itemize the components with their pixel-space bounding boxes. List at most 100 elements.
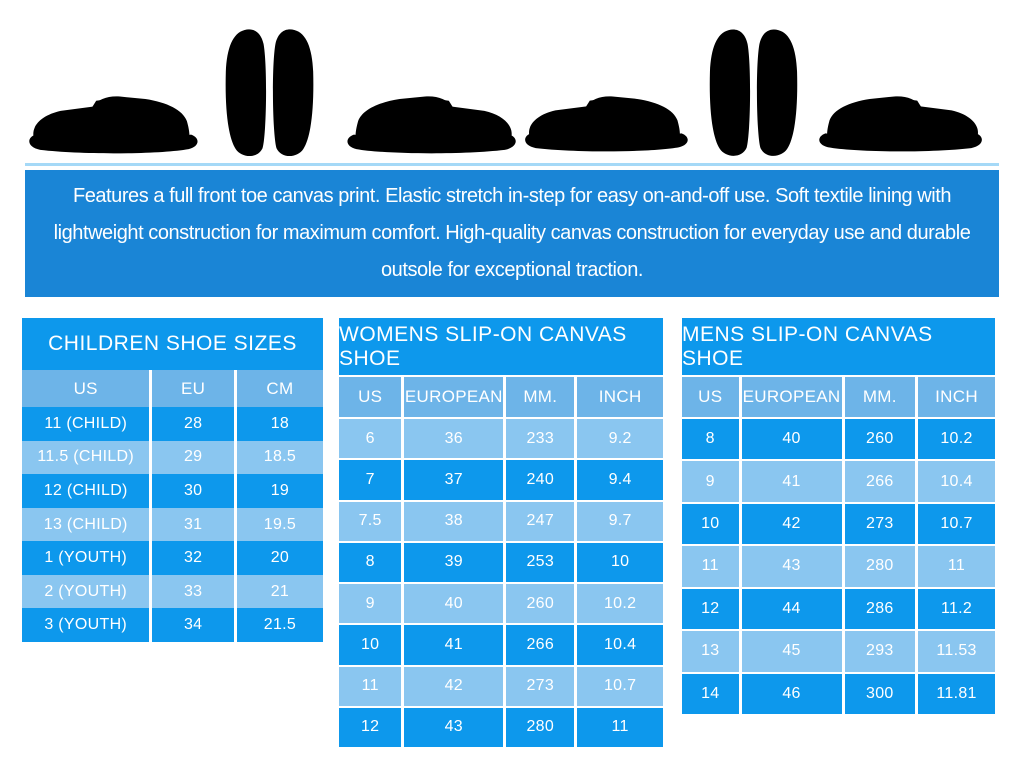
- table-cell: 13 (CHILD): [22, 507, 150, 542]
- table-cell: 11: [918, 546, 995, 587]
- table-row: 3 (YOUTH) 34 21.5: [22, 608, 323, 643]
- table-cell: 7: [339, 460, 402, 500]
- table-cell: 1 (YOUTH): [22, 541, 150, 575]
- table-row: 9 40 260 10.2: [339, 584, 663, 624]
- table-row: 11 42 273 10.7: [339, 666, 663, 706]
- table-row: 6 36 233 9.2: [339, 419, 663, 459]
- column-header: EU: [152, 370, 234, 407]
- chart-body: 11 (CHILD) 28 18 11.5 (CHILD) 29 18.5 12 (CHIL…: [22, 407, 323, 643]
- white-shoe-side-left-image: [521, 83, 693, 153]
- table-cell: 40: [741, 419, 842, 460]
- chart-title: CHILDREN SHOE SIZES: [22, 318, 323, 370]
- table-cell: 41: [741, 461, 842, 502]
- table-cell: 13: [682, 631, 739, 672]
- table-cell: 44: [741, 588, 842, 630]
- table-cell: 8: [682, 419, 739, 460]
- table-row: 8 40 260 10.2: [682, 419, 995, 460]
- table-cell: 273: [844, 503, 916, 545]
- table-row: 12 43 280 11: [339, 707, 663, 747]
- table-cell: 9.2: [577, 419, 663, 459]
- table-row: 7 37 240 9.4: [339, 460, 663, 500]
- table-row: 14 46 300 11.81: [682, 673, 995, 714]
- table-cell: 11 (CHILD): [22, 407, 150, 441]
- product-gallery: [0, 0, 1024, 162]
- column-header: US: [339, 377, 402, 417]
- chart-body: 6 36 233 9.2 7 37 240 9.4 7.5 38 247 9.7 8 39 253 10 9 40…: [339, 419, 663, 747]
- table-cell: 240: [506, 460, 575, 500]
- table-cell: 266: [506, 625, 575, 665]
- table-cell: 300: [844, 673, 916, 714]
- children-size-chart: CHILDREN SHOE SIZES US EU CM 11 (CHILD) 28 1…: [22, 318, 323, 643]
- table-cell: 19: [236, 474, 323, 508]
- table-cell: 45: [741, 631, 842, 672]
- table-cell: 11.2: [918, 588, 995, 630]
- chart-title: WOMENS SLIP-ON CANVAS SHOE: [339, 318, 663, 375]
- column-header: EUROPEAN: [741, 377, 842, 417]
- column-header: MM.: [506, 377, 575, 417]
- table-row: 10 42 273 10.7: [682, 503, 995, 545]
- table-cell: 7.5: [339, 501, 402, 541]
- table-cell: 286: [844, 588, 916, 630]
- table-cell: 280: [844, 546, 916, 587]
- table-cell: 31: [152, 507, 234, 542]
- table-cell: 29: [152, 440, 234, 475]
- column-header: INCH: [577, 377, 663, 417]
- table-cell: 36: [404, 419, 504, 459]
- table-cell: 11: [339, 666, 402, 706]
- table-cell: 280: [506, 707, 575, 747]
- black-shoe-side-left-image: [25, 85, 203, 155]
- table-cell: 42: [404, 666, 504, 706]
- table-row: 8 39 253 10: [339, 542, 663, 582]
- mens-size-chart: MENS SLIP-ON CANVAS SHOE US EUROPEAN MM. IN…: [682, 318, 995, 714]
- table-cell: 247: [506, 501, 575, 541]
- table-cell: 12: [682, 588, 739, 630]
- table-cell: 11.81: [918, 673, 995, 714]
- column-header: MM.: [844, 377, 916, 417]
- table-row: 1 (YOUTH) 32 20: [22, 541, 323, 575]
- table-cell: 9.7: [577, 501, 663, 541]
- table-cell: 42: [741, 503, 842, 545]
- table-cell: 10.7: [918, 503, 995, 545]
- table-cell: 11: [577, 707, 663, 747]
- table-row: 13 45 293 11.53: [682, 631, 995, 672]
- table-cell: 11.53: [918, 631, 995, 672]
- table-cell: 6: [339, 419, 402, 459]
- table-cell: 11: [682, 546, 739, 587]
- table-cell: 28: [152, 407, 234, 441]
- column-header: CM: [236, 370, 323, 407]
- table-cell: 266: [844, 461, 916, 502]
- table-cell: 8: [339, 542, 402, 582]
- table-cell: 3 (YOUTH): [22, 608, 150, 643]
- table-cell: 260: [844, 419, 916, 460]
- column-header: EUROPEAN: [404, 377, 504, 417]
- table-cell: 253: [506, 542, 575, 582]
- table-cell: 9: [682, 461, 739, 502]
- table-cell: 43: [404, 707, 504, 747]
- chart-header-row: US EU CM: [22, 370, 323, 407]
- table-cell: 39: [404, 542, 504, 582]
- table-cell: 46: [741, 673, 842, 714]
- table-row: 2 (YOUTH) 33 21: [22, 574, 323, 609]
- table-cell: 9: [339, 584, 402, 624]
- section-divider: [25, 163, 999, 166]
- table-cell: 21.5: [236, 608, 323, 643]
- table-cell: 34: [152, 608, 234, 643]
- table-cell: 14: [682, 673, 739, 714]
- table-cell: 33: [152, 574, 234, 609]
- table-cell: 233: [506, 419, 575, 459]
- chart-title: MENS SLIP-ON CANVAS SHOE: [682, 318, 995, 375]
- table-cell: 18: [236, 407, 323, 441]
- table-row: 13 (CHILD) 31 19.5: [22, 507, 323, 542]
- table-cell: 10.2: [918, 419, 995, 460]
- table-cell: 2 (YOUTH): [22, 574, 150, 609]
- table-cell: 12 (CHILD): [22, 474, 150, 508]
- table-cell: 37: [404, 460, 504, 500]
- table-row: 9 41 266 10.4: [682, 461, 995, 502]
- black-shoe-top-pair-image: [219, 24, 320, 159]
- feature-description-text: Features a full front toe canvas print. …: [53, 185, 971, 281]
- table-row: 11 (CHILD) 28 18: [22, 407, 323, 441]
- table-cell: 41: [404, 625, 504, 665]
- table-cell: 10.7: [577, 666, 663, 706]
- chart-header-row: US EUROPEAN MM. INCH: [339, 377, 663, 417]
